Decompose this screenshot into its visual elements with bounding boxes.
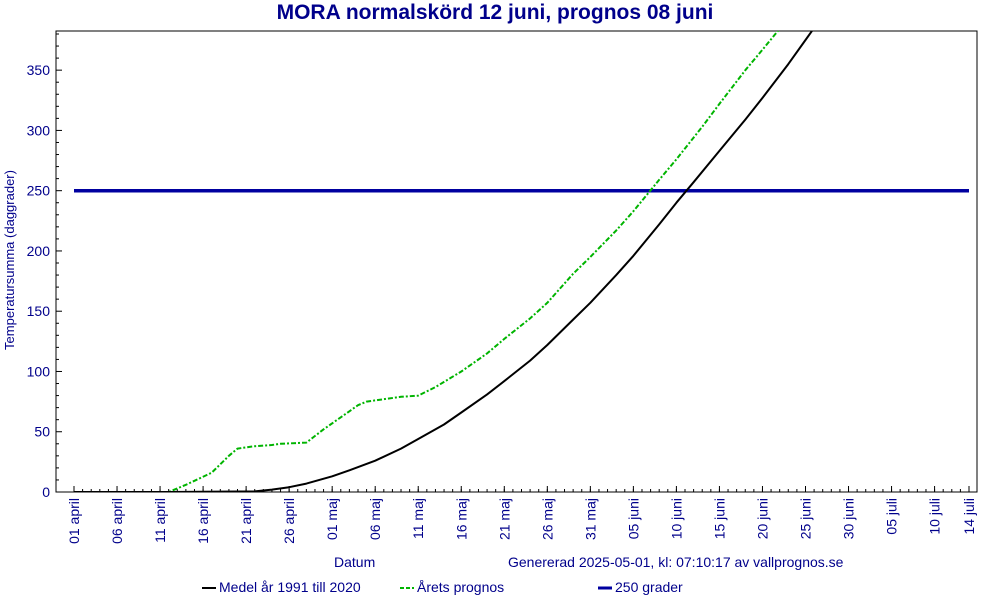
x-tick-label: 06 april xyxy=(109,498,125,544)
x-tick-label: 21 maj xyxy=(496,498,512,540)
x-tick-label: 26 april xyxy=(281,498,297,544)
y-tick-label: 100 xyxy=(27,363,51,379)
legend-item-prognos: Årets prognos xyxy=(400,579,504,595)
legend-item-medel: Medel år 1991 till 2020 xyxy=(202,579,361,595)
x-tick-label: 21 april xyxy=(238,498,254,544)
y-tick-label: 200 xyxy=(27,243,51,259)
legend: Medel år 1991 till 2020 Årets prognos 25… xyxy=(0,579,990,599)
y-tick-label: 150 xyxy=(27,303,51,319)
legend-swatch-medel xyxy=(202,587,216,590)
x-tick-label: 05 juni xyxy=(625,498,641,539)
generated-note: Genererad 2025-05-01, kl: 07:10:17 av va… xyxy=(508,554,844,570)
y-tick-label: 300 xyxy=(27,122,51,138)
y-tick-label: 350 xyxy=(27,62,51,78)
x-tick-label: 14 juli xyxy=(961,498,977,535)
x-tick-label: 26 maj xyxy=(539,498,555,540)
legend-label-medel: Medel år 1991 till 2020 xyxy=(219,579,361,595)
x-axis-label: Datum xyxy=(334,554,376,570)
y-tick-label: 250 xyxy=(27,183,51,199)
legend-label-threshold: 250 grader xyxy=(615,579,683,595)
legend-label-prognos: Årets prognos xyxy=(417,579,505,595)
x-tick-label: 16 maj xyxy=(453,498,469,540)
x-tick-label: 31 maj xyxy=(582,498,598,540)
x-tick-label: 25 juni xyxy=(797,498,813,539)
x-tick-label: 15 juni xyxy=(711,498,727,539)
x-tick-label: 30 juni xyxy=(841,498,857,539)
plot-frame xyxy=(55,30,978,493)
x-tick-label: 06 maj xyxy=(367,498,383,540)
x-tick-label: 11 april xyxy=(152,498,168,543)
series-line-1 xyxy=(74,31,780,492)
chart-title: MORA normalskörd 12 juni, prognos 08 jun… xyxy=(276,1,714,24)
x-tick-label: 16 april xyxy=(195,498,211,544)
x-tick-label: 11 maj xyxy=(410,498,426,539)
x-tick-label: 10 juni xyxy=(668,498,684,539)
x-tick-label: 01 april xyxy=(66,498,82,544)
legend-swatch-threshold xyxy=(598,586,612,590)
y-axis-label: Temperatursumma (daggrader) xyxy=(2,170,17,350)
series-line-0 xyxy=(74,31,814,492)
legend-swatch-prognos xyxy=(400,587,414,590)
x-tick-label: 20 juni xyxy=(754,498,770,539)
legend-item-threshold: 250 grader xyxy=(598,579,683,595)
x-tick-label: 01 maj xyxy=(324,498,340,540)
y-tick-label: 0 xyxy=(42,484,50,500)
x-tick-label: 10 juli xyxy=(927,498,943,535)
x-tick-label: 05 juli xyxy=(884,498,900,535)
y-tick-label: 50 xyxy=(34,424,50,440)
